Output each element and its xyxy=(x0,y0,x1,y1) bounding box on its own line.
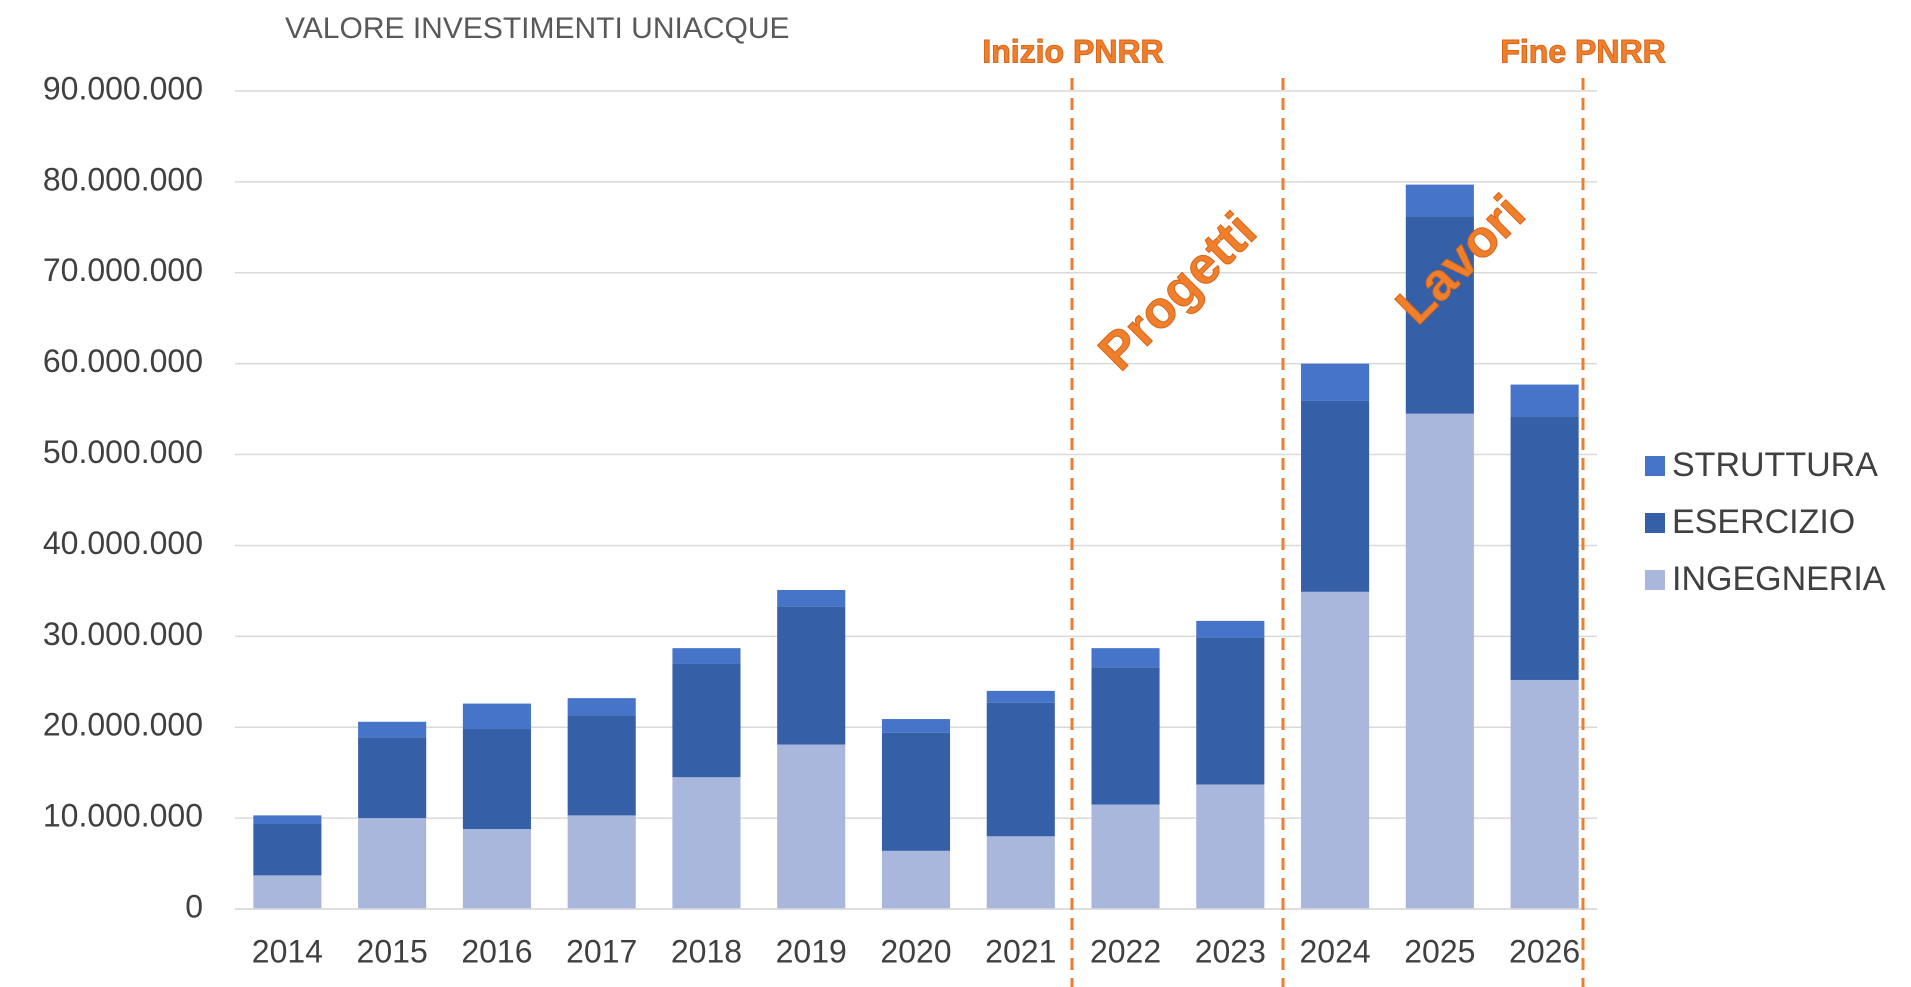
legend-swatch xyxy=(1645,570,1665,590)
annotation: Progetti xyxy=(1088,202,1268,382)
bar-segment xyxy=(672,648,741,664)
bar-segment xyxy=(253,823,322,876)
bar-segment xyxy=(881,850,951,909)
bar-segment xyxy=(986,836,1055,909)
bar-segment xyxy=(567,815,636,909)
bar-segment xyxy=(358,721,427,738)
bar-segment xyxy=(462,729,531,830)
legend-swatch xyxy=(1645,456,1665,476)
legend-label: ESERCIZIO xyxy=(1672,503,1855,541)
y-tick-label: 20.000.000 xyxy=(43,707,203,743)
x-tick-label: 2022 xyxy=(1090,933,1161,969)
bar-segment xyxy=(1091,804,1160,909)
bar-segment xyxy=(1301,591,1370,909)
bar-segment xyxy=(1196,784,1265,909)
bar-segment xyxy=(1510,416,1579,680)
bar-segment xyxy=(777,589,846,607)
y-tick-label: 70.000.000 xyxy=(43,252,203,288)
y-tick-label: 60.000.000 xyxy=(43,343,203,379)
bar-segment xyxy=(1091,648,1160,668)
bar-segment xyxy=(1196,637,1265,785)
bar-segment xyxy=(1301,363,1370,401)
y-tick-label: 50.000.000 xyxy=(43,434,203,470)
bar-segment xyxy=(567,715,636,816)
y-tick-label: 0 xyxy=(185,888,203,924)
bar-segment xyxy=(1510,679,1579,909)
y-tick-label: 30.000.000 xyxy=(43,616,203,652)
bar-segment xyxy=(358,818,427,909)
pnrr-lines xyxy=(1070,78,1585,987)
legend-swatch xyxy=(1645,513,1665,533)
bar-segment xyxy=(253,815,322,824)
x-tick-label: 2015 xyxy=(357,933,428,969)
bar-segment xyxy=(881,719,951,733)
x-tick-label: 2026 xyxy=(1509,933,1580,969)
bar-segment xyxy=(777,606,846,745)
bar-segment xyxy=(462,829,531,909)
y-tick-label: 80.000.000 xyxy=(43,161,203,197)
x-tick-label: 2014 xyxy=(252,933,323,969)
y-tick-label: 10.000.000 xyxy=(43,798,203,834)
x-tick-label: 2020 xyxy=(880,933,951,969)
x-tick-label: 2025 xyxy=(1404,933,1475,969)
legend-label: INGEGNERIA xyxy=(1672,560,1886,598)
bar-segment xyxy=(777,744,846,909)
bar-segment xyxy=(881,732,951,851)
annotation: Fine PNRR xyxy=(1500,33,1665,69)
annotation: Inizio PNRR xyxy=(982,33,1163,69)
bar-segment xyxy=(986,690,1055,703)
y-tick-label: 90.000.000 xyxy=(43,70,203,106)
legend-label: STRUTTURA xyxy=(1672,446,1878,484)
x-tick-label: 2016 xyxy=(461,933,532,969)
x-tick-label: 2017 xyxy=(566,933,637,969)
bar-segment xyxy=(1091,667,1160,805)
bar-segment xyxy=(986,702,1055,837)
bar-segment xyxy=(253,875,322,909)
x-tick-label: 2019 xyxy=(776,933,847,969)
bar-segment xyxy=(1405,216,1474,414)
x-tick-label: 2024 xyxy=(1299,933,1370,969)
bar-segment xyxy=(358,737,427,819)
x-tick-label: 2018 xyxy=(671,933,742,969)
bar-segment xyxy=(1301,400,1370,592)
chart-title: VALORE INVESTIMENTI UNIACQUE xyxy=(285,12,790,45)
y-tick-label: 40.000.000 xyxy=(43,525,203,561)
bar-segment xyxy=(1510,384,1579,417)
bar-segment xyxy=(672,777,741,909)
x-tick-label: 2023 xyxy=(1195,933,1266,969)
bar-segment xyxy=(1196,620,1265,638)
x-tick-label: 2021 xyxy=(985,933,1056,969)
bar-segment xyxy=(462,703,531,730)
bar-segment xyxy=(567,698,636,716)
bar-segment xyxy=(1405,184,1474,217)
bar-segment xyxy=(672,663,741,778)
bar-segment xyxy=(1405,413,1474,909)
